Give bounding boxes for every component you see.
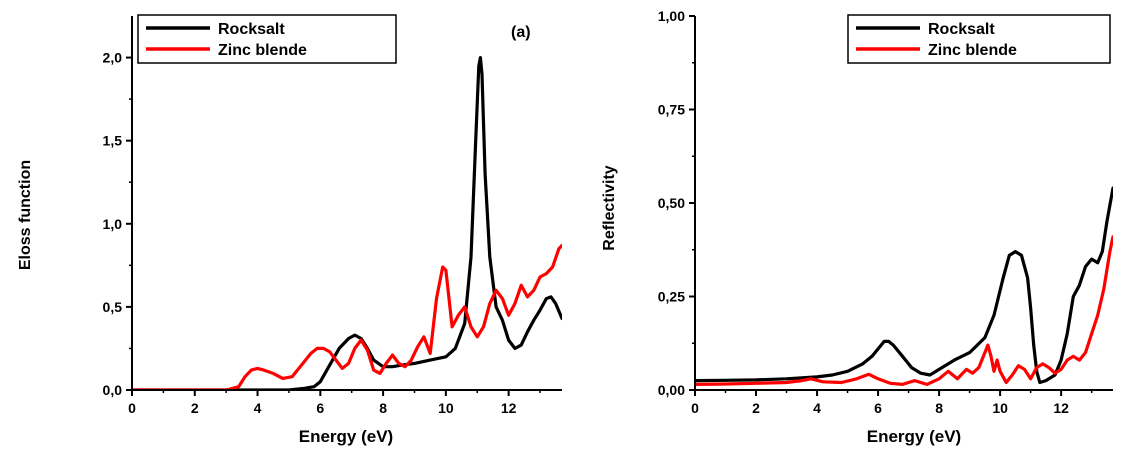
x-tick-label: 4 [813,400,821,416]
eloss-chart-panel: Eloss function Energy (eV) (a) 0 2 4 6 8 10 12… [17,14,562,446]
x-tick-label: 8 [379,400,387,416]
x-tick-label: 6 [874,400,882,416]
y-tick-label: 1,5 [103,133,123,149]
x-tick-label: 10 [438,400,454,416]
x-tick-label: 4 [254,400,262,416]
x-axis-label: Energy (eV) [299,427,393,446]
x-tick-label: 0 [691,400,699,416]
series-line-zinc-blende [695,235,1113,386]
y-tick-label: 0,00 [658,382,685,398]
x-tick-label: 6 [316,400,324,416]
legend-box [847,14,1111,64]
y-tick-label: 1,0 [103,216,123,232]
x-tick-label: 12 [1053,400,1069,416]
y-axis-label: Reflectivity [601,165,618,250]
x-tick-label: 10 [992,400,1008,416]
x-axis-label: Energy (eV) [867,427,961,446]
x-tick-label: 0 [128,400,136,416]
reflectivity-chart-panel: Reflectivity Energy (eV) 0 2 4 6 8 10 12 0,00 0,… [601,8,1113,446]
y-tick-label: 0,0 [103,382,123,398]
y-tick-label: 0,50 [658,195,685,211]
legend-label: Rocksalt [928,21,995,38]
legend-label: Rocksalt [218,21,285,38]
x-tick-label: 2 [191,400,199,416]
x-tick-label: 2 [752,400,760,416]
legend-label: Zinc blende [218,42,307,59]
series-line-rocksalt [695,186,1113,385]
x-tick-label: 8 [935,400,943,416]
legend-label: Zinc blende [928,42,1017,59]
legend-box [137,14,397,64]
series-line-zinc-blende [132,243,562,390]
y-tick-label: 1,00 [658,8,685,24]
y-tick-label: 0,5 [103,299,123,315]
y-tick-label: 0,75 [658,102,685,118]
x-tick-label: 12 [501,400,517,416]
y-tick-label: 0,25 [658,289,685,305]
panel-label: (a) [511,24,531,41]
y-tick-label: 2,0 [103,50,123,66]
series-line-rocksalt [132,55,562,390]
y-axis-label: Eloss function [17,160,34,270]
